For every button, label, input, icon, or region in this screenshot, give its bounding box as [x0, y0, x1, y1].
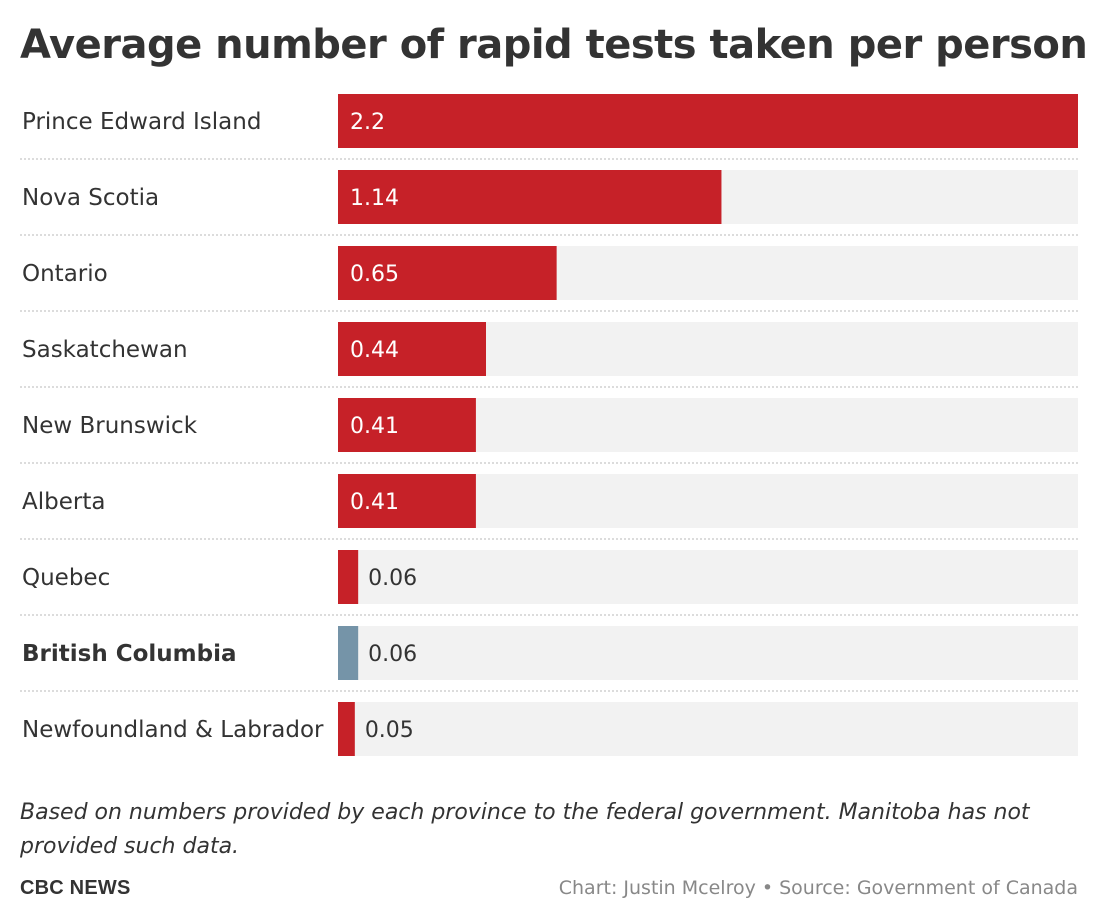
- category-label: Newfoundland & Labrador: [22, 717, 324, 743]
- cbc-news-logo: CBC NEWS: [20, 877, 131, 899]
- value-label: 0.44: [350, 338, 399, 363]
- category-label: British Columbia: [22, 641, 236, 667]
- bar-track: [338, 550, 1078, 604]
- chart-footnote: Based on numbers provided by each provin…: [20, 800, 1030, 859]
- value-label: 0.06: [368, 566, 417, 591]
- value-label: 0.06: [368, 642, 417, 667]
- bar-chart: Prince Edward Island 2.2 Nova Scotia 1.14 On…: [20, 94, 1078, 756]
- category-label: New Brunswick: [22, 413, 198, 439]
- value-label: 0.41: [350, 490, 399, 515]
- value-label: 0.05: [365, 718, 414, 743]
- bar: [338, 702, 355, 756]
- bar: [338, 322, 486, 376]
- category-label: Prince Edward Island: [22, 109, 261, 135]
- value-label: 0.41: [350, 414, 399, 439]
- bar: [338, 474, 476, 528]
- category-label: Ontario: [22, 261, 108, 287]
- bar: [338, 170, 722, 224]
- bar: [338, 94, 1078, 148]
- bar-track: [338, 626, 1078, 680]
- value-label: 0.65: [350, 262, 399, 287]
- category-label: Alberta: [22, 489, 105, 515]
- category-label: Nova Scotia: [22, 185, 159, 211]
- value-label: 1.14: [350, 186, 399, 211]
- category-label: Quebec: [22, 565, 110, 591]
- chart-credit: Chart: Justin Mcelroy • Source: Governme…: [558, 877, 1078, 899]
- bar: [338, 398, 476, 452]
- chart-title: Average number of rapid tests taken per …: [20, 22, 1088, 68]
- bar: [338, 626, 359, 680]
- bar-track: [338, 702, 1078, 756]
- bar: [338, 550, 359, 604]
- bar: [338, 246, 557, 300]
- value-label: 2.2: [350, 110, 385, 135]
- category-label: Saskatchewan: [22, 337, 188, 363]
